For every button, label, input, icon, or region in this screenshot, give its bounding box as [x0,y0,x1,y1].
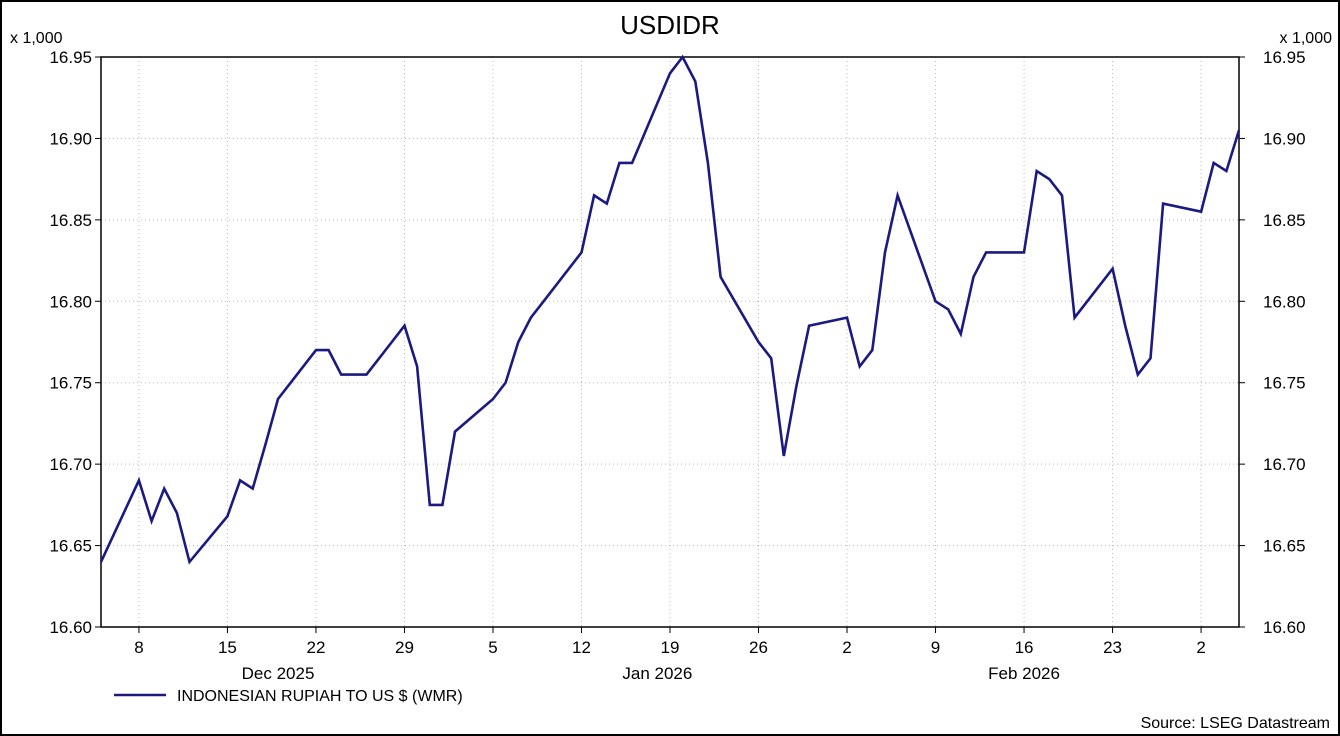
y-tick-label-left: 16.70 [49,455,92,474]
x-month-label: Feb 2026 [988,664,1060,683]
y-tick-label-left: 16.65 [49,537,92,556]
y-unit-right: x 1,000 [1280,30,1333,47]
series-line-0 [99,54,1241,565]
x-tick-label: 8 [134,638,143,657]
legend-label: INDONESIAN RUPIAH TO US $ (WMR) [177,688,463,705]
y-tick-label-left: 16.80 [49,292,92,311]
y-tick-label-left: 16.85 [49,211,92,230]
y-tick-label-right: 16.80 [1263,292,1306,311]
y-axes: 16.60 16.60 16.65 16.65 16.70 16.70 16.75 16.75… [49,48,1305,637]
y-tick-label-left: 16.60 [49,618,92,637]
plot-area [100,56,1240,628]
x-tick-label: 5 [488,638,497,657]
x-tick-label: 26 [749,638,768,657]
y-tick-label-left: 16.75 [49,374,92,393]
x-tick-label: 12 [572,638,591,657]
source-note: Source: LSEG Datastream [1141,715,1330,732]
x-month-label: Jan 2026 [622,664,692,683]
x-tick-label: 23 [1103,638,1122,657]
x-tick-label: 2 [842,638,851,657]
y-tick-label-left: 16.95 [49,48,92,67]
y-tick-label-right: 16.95 [1263,48,1306,67]
x-tick-label: 29 [395,638,414,657]
y-tick-label-right: 16.90 [1263,129,1306,148]
y-tick-label-left: 16.90 [49,129,92,148]
x-tick-label: 22 [306,638,325,657]
x-tick-label: 2 [1196,638,1205,657]
y-unit-left: x 1,000 [10,30,63,47]
x-tick-label: 19 [661,638,680,657]
y-tick-label-right: 16.60 [1263,618,1306,637]
y-tick-label-right: 16.85 [1263,211,1306,230]
x-month-label: Dec 2025 [242,664,315,683]
chart-title: USDIDR [620,10,720,40]
y-tick-label-right: 16.65 [1263,537,1306,556]
series [99,54,1241,565]
grid [101,56,1239,628]
x-tick-label: 16 [1015,638,1034,657]
y-tick-label-right: 16.75 [1263,374,1306,393]
y-tick-label-right: 16.70 [1263,455,1306,474]
x-tick-label: 15 [218,638,237,657]
x-tick-label: 9 [931,638,940,657]
